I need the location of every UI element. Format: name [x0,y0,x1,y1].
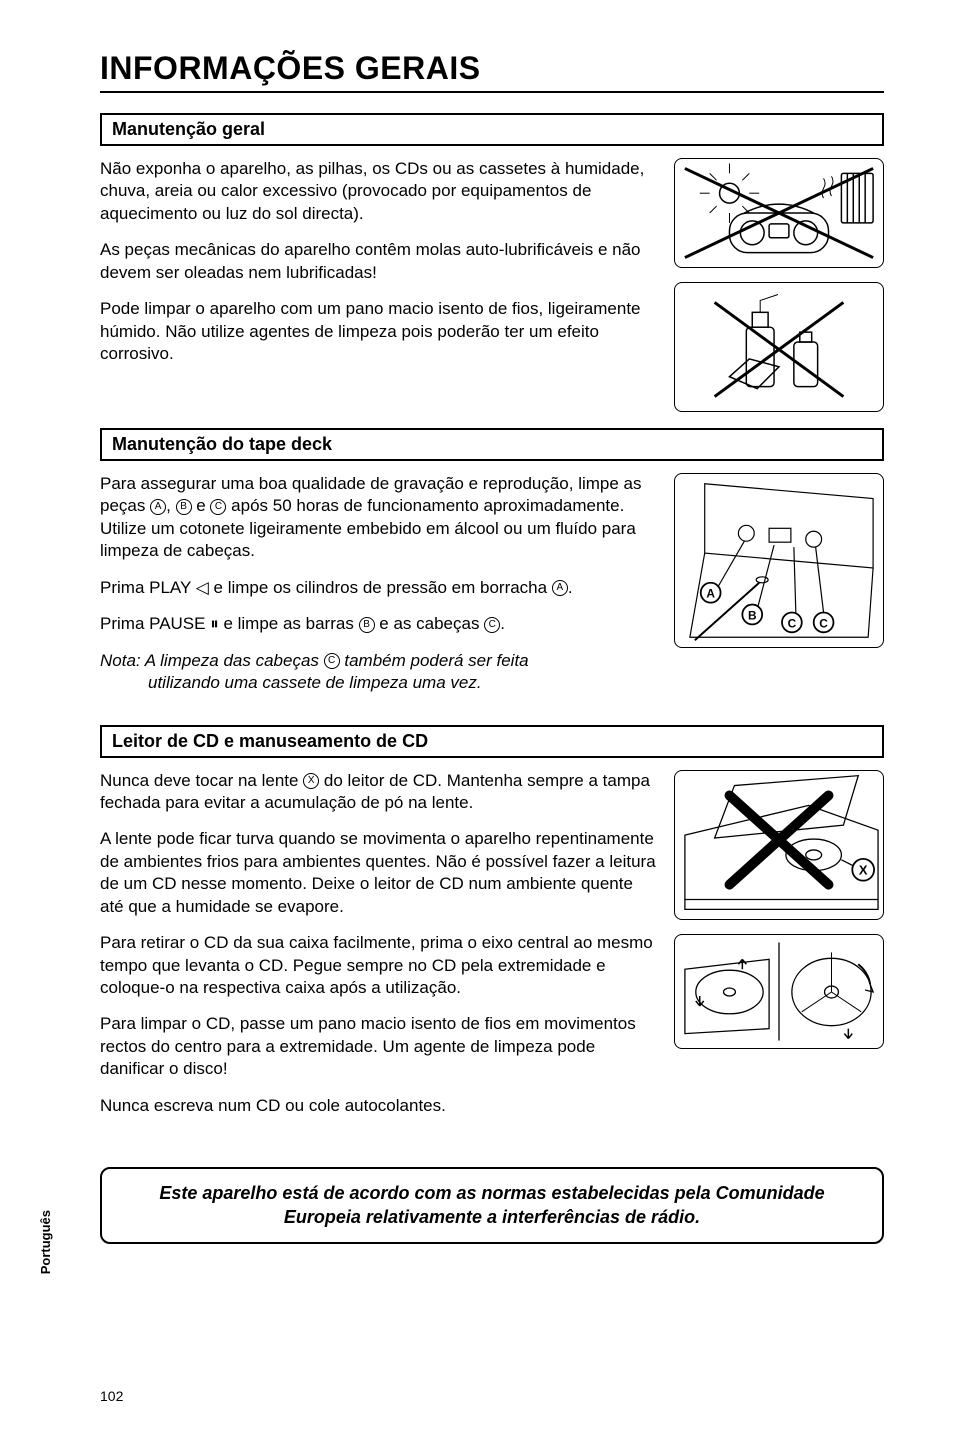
page-number: 102 [100,1388,123,1404]
illus-cd-lens: X [674,770,884,920]
diag-label-x: X [859,862,868,877]
s2-p2-b: . [568,578,573,597]
circled-x: X [303,773,319,789]
section2-text: Para assegurar uma boa qualidade de grav… [100,473,660,709]
illus-cd-handling [674,934,884,1049]
s3-p1: Nunca deve tocar na lente X do leitor de… [100,770,660,815]
s2-p1-b: , [166,496,175,515]
s2-p3-c: e as cabeças [375,614,485,633]
circled-a2: A [552,580,568,596]
s2-note-b: também poderá ser feita [340,651,529,670]
s1-p1: Não exponha o aparelho, as pilhas, os CD… [100,158,660,225]
illus-tape-heads: A B C C [674,473,884,648]
circled-a: A [150,499,166,515]
s3-p1-a: Nunca deve tocar na lente [100,771,303,790]
illus-cleaning-bottles [674,282,884,412]
diag-label-c2: C [819,616,828,630]
section3-text: Nunca deve tocar na lente X do leitor de… [100,770,660,1132]
s2-p3: Prima PAUSE ⏸ e limpe as barras B e as c… [100,613,660,635]
page: INFORMAÇÕES GERAIS Manutenção geral Não … [0,0,954,1434]
section3-row: Nunca deve tocar na lente X do leitor de… [100,770,884,1132]
s2-p1: Para assegurar uma boa qualidade de grav… [100,473,660,563]
s1-p3: Pode limpar o aparelho com um pano macio… [100,298,660,365]
s2-p3-d: . [500,614,505,633]
illus-sun-radio [674,158,884,268]
s2-p1-c: e [192,496,211,515]
s2-note-c: utilizando uma cassete de limpeza uma ve… [100,672,482,694]
diag-label-b: B [748,608,757,622]
diag-label-a: A [706,587,715,601]
section1-illustrations [674,158,884,412]
language-tab: Português [38,1210,53,1274]
s3-p5: Nunca escreva num CD ou cole autocolante… [100,1095,660,1117]
s2-p3-b: e limpe as barras [219,614,359,633]
s3-p4: Para limpar o CD, passe um pano macio is… [100,1013,660,1080]
compliance-footer: Este aparelho está de acordo com as norm… [100,1167,884,1244]
section3-illustrations: X [674,770,884,1049]
s1-p2: As peças mecânicas do aparelho contêm mo… [100,239,660,284]
circled-c: C [210,499,226,515]
page-title: INFORMAÇÕES GERAIS [100,50,884,93]
section-header-maintenance: Manutenção geral [100,113,884,146]
section1-text: Não exponha o aparelho, as pilhas, os CD… [100,158,660,380]
section-header-tapedeck: Manutenção do tape deck [100,428,884,461]
s2-p3-a: Prima PAUSE [100,614,210,633]
section2-row: Para assegurar uma boa qualidade de grav… [100,473,884,709]
circled-b: B [176,499,192,515]
s2-p2: Prima PLAY ◁ e limpe os cilindros de pre… [100,577,660,599]
pause-icon: ⏸ [210,614,219,633]
section1-row: Não exponha o aparelho, as pilhas, os CD… [100,158,884,412]
s3-p3: Para retirar o CD da sua caixa facilment… [100,932,660,999]
diag-label-c1: C [788,616,797,630]
circled-c3: C [324,653,340,669]
s2-note-a: Nota: A limpeza das cabeças [100,651,324,670]
circled-c2: C [484,617,500,633]
circled-b2: B [359,617,375,633]
section-header-cd: Leitor de CD e manuseamento de CD [100,725,884,758]
section2-illustrations: A B C C [674,473,884,648]
s2-p2-a: Prima PLAY ◁ e limpe os cilindros de pre… [100,578,552,597]
s2-note: Nota: A limpeza das cabeças C também pod… [100,650,660,695]
s3-p2: A lente pode ficar turva quando se movim… [100,828,660,918]
